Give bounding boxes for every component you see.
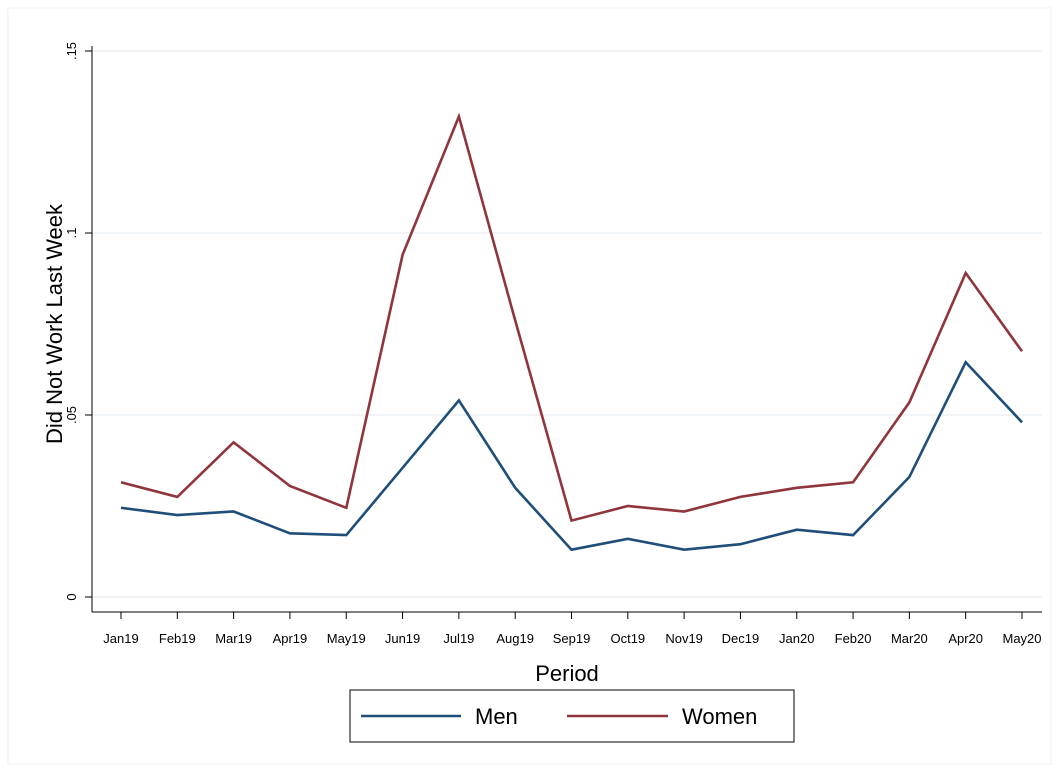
x-axis: Jan19 Feb19 Mar19 Apr19 May19 Jun19 Jul19 Aug19… [92, 611, 1042, 646]
x-tick-label: Apr20 [948, 631, 983, 646]
x-tick-label: Sep19 [553, 631, 591, 646]
x-tick-label: Mar19 [215, 631, 252, 646]
x-tick-label: Jan20 [779, 631, 814, 646]
x-tick-label: Nov19 [665, 631, 703, 646]
y-tick-label: 0 [64, 593, 79, 600]
x-tick-label: Feb19 [159, 631, 196, 646]
series-line-women [120, 112, 1024, 523]
legend-label-men: Men [475, 704, 518, 729]
legend: Men Women [349, 689, 795, 743]
x-tick-label: Jul19 [443, 631, 474, 646]
y-tick-label: .15 [64, 42, 79, 60]
x-tick-label: Mar20 [891, 631, 928, 646]
x-tick-label: May20 [1002, 631, 1041, 646]
legend-label-women: Women [682, 704, 757, 729]
x-axis-title: Period [535, 661, 599, 686]
x-tick-label: Jan19 [103, 631, 138, 646]
y-tick-label: .05 [64, 406, 79, 424]
x-tick-label: Jun19 [385, 631, 420, 646]
y-axis-title: Did Not Work Last Week [42, 203, 67, 444]
series-line-men [120, 359, 1023, 552]
y-axis: 0 .05 .1 .15 [64, 42, 93, 612]
gridlines [92, 50, 1042, 598]
x-tick-label: Feb20 [835, 631, 872, 646]
series-layer [120, 112, 1024, 552]
x-tick-label: May19 [327, 631, 366, 646]
x-tick-label: Apr19 [273, 631, 308, 646]
x-tick-label: Oct19 [610, 631, 645, 646]
x-tick-label: Aug19 [496, 631, 534, 646]
x-tick-label: Dec19 [722, 631, 760, 646]
plot-region-border [7, 7, 1052, 765]
y-tick-label: .1 [64, 228, 79, 239]
